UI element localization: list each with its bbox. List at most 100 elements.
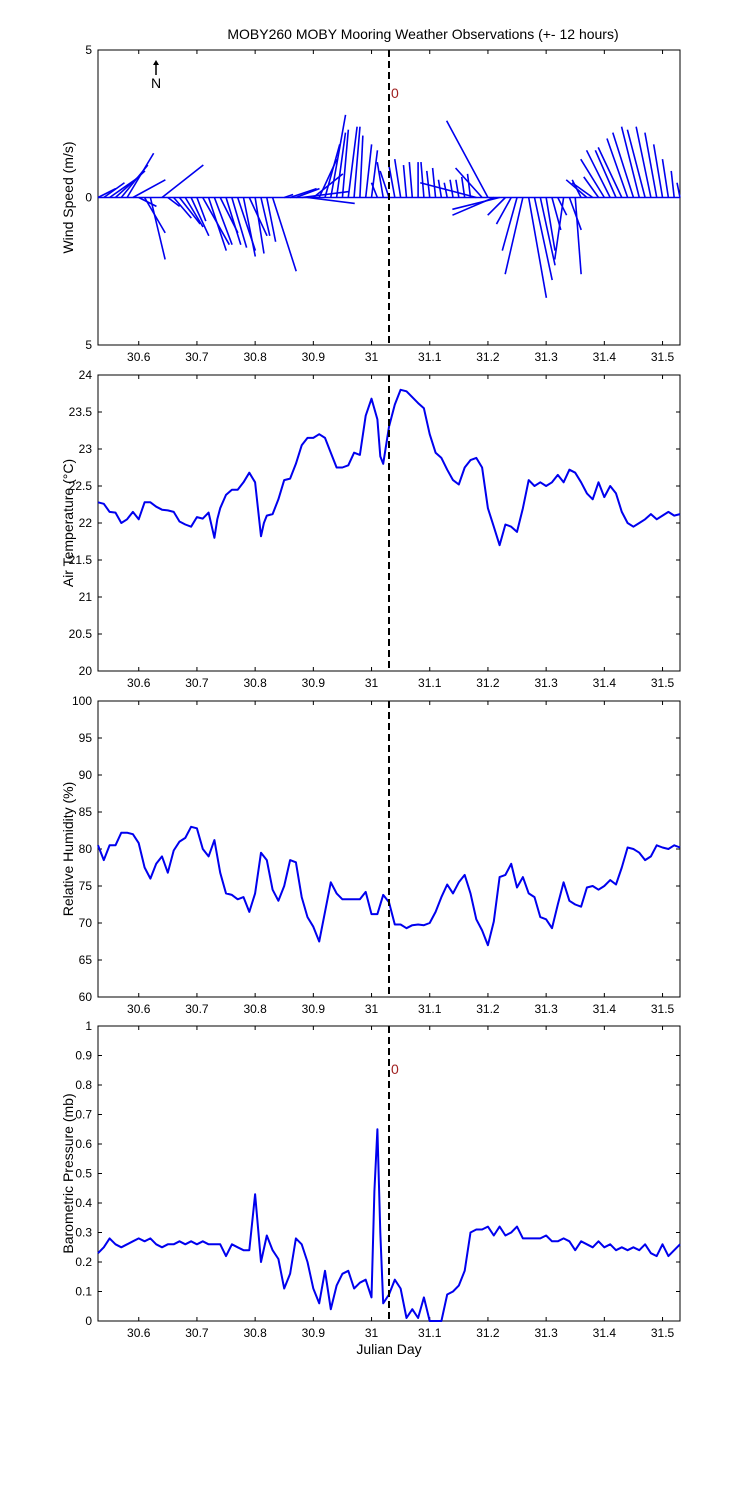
x-tick-label: 31.4: [593, 676, 617, 690]
wind-stick: [606, 138, 629, 198]
wind-stick: [370, 150, 379, 198]
wind-stick: [635, 126, 652, 198]
y-tick-label: 23.5: [69, 405, 93, 419]
y-tick-label: 0.8: [75, 1078, 92, 1092]
x-tick-label: 30.6: [127, 676, 151, 690]
wind-stick: [393, 159, 402, 198]
y-axis-label: Relative Humidity (%): [60, 782, 76, 917]
y-tick-label: 0.1: [75, 1285, 92, 1299]
wind-stick: [283, 193, 294, 199]
y-tick-label: 0.9: [75, 1049, 92, 1063]
x-tick-label: 31.2: [476, 676, 500, 690]
wind-stick: [126, 152, 155, 198]
wind-stick: [324, 144, 341, 198]
x-tick-label: 30.9: [302, 350, 326, 364]
wind-stick: [196, 197, 207, 222]
wind-stick: [97, 187, 117, 199]
y-tick-label: 0: [85, 191, 92, 205]
x-tick-label: 31.1: [418, 350, 442, 364]
wind-stick: [184, 197, 204, 228]
y-tick-label: 0: [85, 1314, 92, 1328]
wind-stick: [260, 197, 271, 237]
panel-4: 30.6 30.7 30.8 30.9 31 31.1 31.2 31.3 31.4 31.5 0 0…: [60, 1019, 681, 1357]
wind-stick: [452, 196, 500, 211]
wind-stick: [661, 159, 670, 198]
panel-3: 30.6 30.7 30.8 30.9 31 31.1 31.2 31.3 31.4 31.5 60…: [60, 694, 681, 1016]
wind-stick: [571, 182, 594, 199]
y-tick-label: 65: [79, 953, 93, 967]
x-tick-label: 30.9: [302, 1326, 326, 1340]
x-axis-label: Julian Day: [356, 1341, 421, 1357]
y-tick-label: 21: [79, 590, 93, 604]
x-tick-label: 30.7: [185, 1002, 209, 1016]
y-tick-label: 75: [79, 879, 93, 893]
wind-stick: [504, 197, 524, 275]
wind-stick: [167, 196, 181, 207]
x-tick-label: 31.4: [593, 1002, 617, 1016]
wind-stick: [431, 167, 437, 198]
wind-stick: [132, 179, 166, 199]
x-tick-label: 30.9: [302, 1002, 326, 1016]
wind-stick: [585, 149, 611, 198]
wind-stick: [533, 197, 553, 281]
wind-stick: [265, 197, 277, 242]
wind-stick: [454, 167, 483, 199]
y-tick-label: 20.5: [69, 627, 93, 641]
wind-stick: [335, 132, 347, 198]
y-tick-label: 5: [85, 43, 92, 57]
x-tick-label: 31: [365, 1002, 379, 1016]
wind-stick: [289, 187, 317, 199]
y-tick-label: 20: [79, 664, 93, 678]
y-tick-label: 70: [79, 916, 93, 930]
x-tick-label: 31.4: [593, 1326, 617, 1340]
x-tick-label: 31.2: [476, 350, 500, 364]
x-tick-label: 31.3: [534, 350, 558, 364]
y-tick-label: 5: [85, 338, 92, 352]
data-line: [97, 388, 681, 547]
x-tick-label: 30.8: [243, 350, 267, 364]
wind-stick: [466, 173, 472, 198]
wind-stick: [644, 132, 658, 198]
y-tick-label: 0.2: [75, 1255, 92, 1269]
x-tick-label: 30.9: [302, 676, 326, 690]
wind-stick: [225, 197, 242, 245]
x-tick-label: 30.8: [243, 676, 267, 690]
wind-stick: [271, 197, 297, 272]
y-tick-label: 60: [79, 990, 93, 1004]
y-tick-label: 0.4: [75, 1196, 92, 1210]
wind-stick: [420, 181, 477, 199]
wind-stick: [408, 162, 414, 198]
wind-stick: [161, 164, 204, 199]
y-tick-label: 0.5: [75, 1167, 92, 1181]
wind-stick: [527, 197, 548, 298]
x-tick-label: 31.2: [476, 1002, 500, 1016]
wind-stick: [620, 126, 641, 198]
x-tick-label: 31.5: [651, 676, 675, 690]
x-tick-label: 30.7: [185, 350, 209, 364]
wind-stick: [539, 197, 556, 266]
y-tick-label: 80: [79, 842, 93, 856]
x-tick-label: 31: [365, 676, 379, 690]
wind-stick: [597, 147, 623, 198]
wind-stick: [353, 126, 361, 198]
marker-label: 0: [391, 85, 399, 101]
wind-stick: [594, 149, 617, 198]
y-tick-label: 21.5: [69, 553, 93, 567]
wind-stick: [254, 197, 265, 254]
x-tick-label: 31.1: [418, 676, 442, 690]
y-tick-label: 24: [79, 368, 93, 382]
y-tick-label: 1: [85, 1019, 92, 1033]
y-axis-label: Wind Speed (m/s): [60, 141, 76, 253]
y-tick-label: 100: [72, 694, 92, 708]
wind-stick: [652, 144, 664, 198]
y-tick-label: 23: [79, 442, 93, 456]
x-tick-label: 31.3: [534, 676, 558, 690]
wind-stick: [213, 197, 233, 245]
wind-stick: [103, 182, 125, 199]
wind-stick: [307, 196, 355, 205]
wind-stick: [402, 164, 408, 198]
x-tick-label: 31.5: [651, 350, 675, 364]
wind-stick: [173, 196, 192, 219]
x-tick-label: 30.6: [127, 350, 151, 364]
wind-stick: [445, 120, 489, 198]
